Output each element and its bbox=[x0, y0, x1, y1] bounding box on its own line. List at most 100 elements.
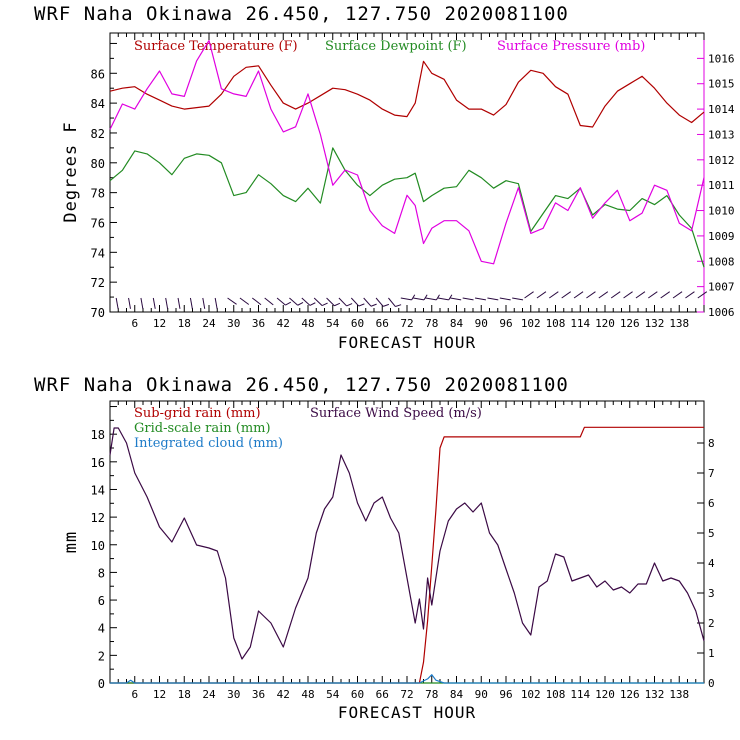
y-tick-label: 82 bbox=[91, 127, 105, 141]
wind-barb bbox=[115, 297, 119, 309]
y2-tick-label: 6 bbox=[708, 497, 715, 510]
wind-barb bbox=[388, 297, 396, 307]
y2-tick-label: 1008 bbox=[708, 255, 735, 268]
x-tick-label: 126 bbox=[620, 317, 640, 330]
wind-barb bbox=[487, 297, 499, 301]
chart1-y-label: Degrees F bbox=[61, 121, 81, 222]
x-tick-label: 42 bbox=[277, 317, 290, 330]
x-tick-label: 48 bbox=[301, 317, 314, 330]
wind-barb bbox=[350, 297, 360, 307]
y2-tick-label: 1006 bbox=[708, 306, 735, 319]
x-tick-label: 12 bbox=[153, 317, 166, 330]
x-tick-label: 66 bbox=[376, 688, 389, 701]
wind-barb bbox=[227, 297, 237, 305]
x-tick-label: 30 bbox=[227, 688, 240, 701]
x-tick-label: 60 bbox=[351, 688, 364, 701]
y-tick-label: 12 bbox=[91, 511, 105, 525]
y2-tick-label: 4 bbox=[708, 557, 715, 570]
legend-integrated-cloud: Integrated cloud (mm) bbox=[134, 436, 283, 451]
y2-tick-label: 8 bbox=[708, 437, 715, 450]
wind-barb bbox=[313, 297, 323, 306]
wind-barb bbox=[586, 291, 596, 299]
chart1-frame bbox=[109, 32, 705, 313]
wind-barb bbox=[573, 291, 584, 299]
y2-tick-label: 3 bbox=[708, 587, 715, 600]
y-tick-label: 80 bbox=[91, 157, 105, 171]
x-tick-label: 36 bbox=[252, 688, 265, 701]
wind-barb-flag bbox=[297, 302, 304, 306]
chart1-series bbox=[109, 39, 705, 268]
wind-barb-flag bbox=[435, 294, 440, 301]
integrated-cloud-line bbox=[110, 674, 704, 684]
y2-tick-label: 1010 bbox=[708, 205, 735, 218]
x-tick-label: 60 bbox=[351, 317, 364, 330]
y2-tick-label: 1013 bbox=[708, 128, 735, 141]
chart2-title: WRF Naha Okinawa 26.450, 127.750 2020081… bbox=[34, 374, 569, 396]
wind-barb bbox=[450, 297, 462, 301]
wind-barb bbox=[338, 297, 347, 307]
wind-barb bbox=[375, 297, 384, 307]
y-tick-label: 0 bbox=[98, 677, 105, 691]
wind-barb bbox=[512, 297, 524, 301]
wind-barb bbox=[425, 297, 437, 301]
wind-barb bbox=[635, 291, 646, 299]
wind-barb bbox=[413, 297, 425, 301]
y-tick-label: 2 bbox=[98, 649, 105, 663]
x-tick-label: 24 bbox=[202, 317, 216, 330]
wind-barb-flag bbox=[370, 303, 377, 307]
x-tick-label: 78 bbox=[425, 317, 438, 330]
x-tick-label: 12 bbox=[153, 688, 166, 701]
x-tick-label: 54 bbox=[326, 688, 340, 701]
x-tick-label: 126 bbox=[620, 688, 640, 701]
x-tick-label: 84 bbox=[450, 688, 464, 701]
x-tick-label: 6 bbox=[131, 317, 138, 330]
wind-barb bbox=[301, 297, 311, 306]
x-tick-label: 48 bbox=[301, 688, 314, 701]
wind-barb bbox=[189, 297, 193, 309]
y2-tick-label: 1009 bbox=[708, 230, 735, 243]
wind-barb-flag bbox=[448, 294, 453, 301]
wind-barb bbox=[400, 297, 412, 301]
x-tick-label: 114 bbox=[570, 688, 590, 701]
wind-barb bbox=[239, 297, 250, 305]
x-tick-label: 108 bbox=[546, 688, 566, 701]
x-tick-label: 84 bbox=[450, 317, 464, 330]
wind-barb bbox=[697, 291, 708, 299]
wind-barb-flag bbox=[321, 302, 328, 307]
dewpoint-line bbox=[109, 147, 705, 268]
x-tick-label: 138 bbox=[669, 688, 689, 701]
wind-barb-flag bbox=[383, 303, 390, 307]
wind-barb bbox=[437, 297, 449, 301]
x-tick-label: 120 bbox=[595, 317, 615, 330]
x-tick-label: 6 bbox=[131, 688, 138, 701]
y-tick-label: 8 bbox=[98, 566, 105, 580]
wind-barb bbox=[165, 297, 169, 309]
wind-speed-line bbox=[109, 427, 705, 660]
wind-barb bbox=[214, 297, 218, 309]
y-tick-label: 6 bbox=[98, 594, 105, 608]
wind-barb bbox=[252, 297, 262, 306]
wind-barb-flag bbox=[411, 294, 416, 301]
y-tick-label: 4 bbox=[98, 622, 105, 636]
x-tick-label: 54 bbox=[326, 317, 340, 330]
y2-tick-label: 1007 bbox=[708, 281, 735, 294]
chart2-x-label: FORECAST HOUR bbox=[338, 703, 476, 722]
x-tick-label: 30 bbox=[227, 317, 240, 330]
legend-dewpoint: Surface Dewpoint (F) bbox=[325, 39, 467, 54]
y-tick-label: 70 bbox=[91, 306, 105, 320]
wind-barb bbox=[561, 291, 571, 299]
wind-barb bbox=[264, 297, 274, 306]
y2-tick-label: 2 bbox=[708, 617, 715, 630]
wind-barb bbox=[363, 297, 372, 307]
x-tick-label: 132 bbox=[645, 688, 665, 701]
wind-barb bbox=[672, 291, 683, 299]
wind-barb bbox=[474, 297, 486, 301]
wind-barb bbox=[536, 291, 547, 299]
y-tick-label: 78 bbox=[91, 187, 105, 201]
y-tick-label: 72 bbox=[91, 276, 105, 290]
y-tick-label: 16 bbox=[91, 456, 105, 470]
chart2-y2-axis: 0 1 2 3 4 5 6 7 8 bbox=[697, 437, 715, 690]
wind-barb-flag bbox=[358, 303, 365, 307]
wind-barb-flag bbox=[423, 294, 428, 301]
